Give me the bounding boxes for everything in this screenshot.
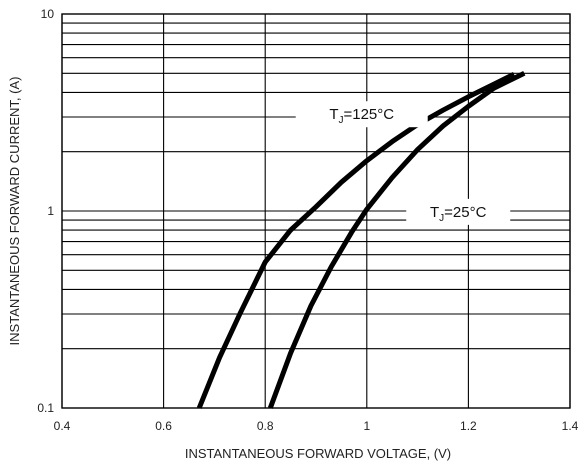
y-tick-label: 10 bbox=[41, 7, 55, 21]
series-annotation-1: TJ=125°C bbox=[329, 106, 394, 126]
tick-labels: 0.4 0.6 0.8 1 1.2 1.4 0.1 1 10 bbox=[37, 7, 578, 433]
annotation-subscript: J bbox=[439, 213, 444, 224]
annotation-rest: =125°C bbox=[343, 106, 394, 123]
series-line-2 bbox=[267, 71, 526, 409]
annotation-mask bbox=[406, 198, 511, 225]
x-tick-label: 1.2 bbox=[460, 419, 477, 433]
series-annotation-2: TJ=25°C bbox=[430, 204, 487, 224]
y-tick-label: 1 bbox=[47, 204, 54, 218]
y-axis-label: INSTANTANEOUS FORWARD CURRENT, (A) bbox=[7, 77, 22, 346]
series-annotations: TJ=125°CTJ=25°C bbox=[295, 101, 511, 225]
annotation-rest: =25°C bbox=[444, 204, 486, 221]
y-tick-label: 0.1 bbox=[37, 401, 54, 415]
x-tick-label: 1.4 bbox=[562, 419, 579, 433]
annotation-subscript: J bbox=[338, 115, 343, 126]
annotation-mask bbox=[295, 101, 428, 128]
annotation-main: T bbox=[329, 106, 338, 123]
x-tick-label: 1 bbox=[363, 419, 370, 433]
series-line-1 bbox=[196, 71, 516, 409]
x-axis-label: INSTANTANEOUS FORWARD VOLTAGE, (V) bbox=[185, 446, 451, 461]
plot-frame bbox=[61, 13, 571, 409]
series-curves bbox=[196, 71, 526, 409]
x-tick-label: 0.4 bbox=[54, 419, 71, 433]
x-tick-label: 0.8 bbox=[257, 419, 274, 433]
annotation-main: T bbox=[430, 204, 439, 221]
x-tick-label: 0.6 bbox=[155, 419, 172, 433]
